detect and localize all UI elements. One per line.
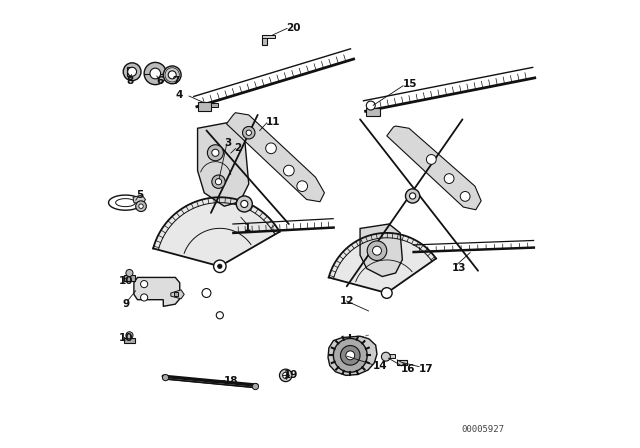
Text: 2: 2 [234,143,242,153]
Circle shape [367,241,387,260]
Circle shape [163,66,181,84]
Circle shape [366,101,375,110]
Circle shape [243,126,255,139]
Circle shape [372,246,381,255]
Text: 11: 11 [266,116,280,127]
Circle shape [126,269,133,276]
Circle shape [141,294,148,301]
Bar [174,292,179,296]
Circle shape [444,174,454,184]
Polygon shape [328,336,377,375]
Text: 18: 18 [224,376,239,386]
Bar [397,360,407,365]
Circle shape [266,143,276,154]
Circle shape [406,189,420,203]
Circle shape [236,196,252,212]
Text: 4: 4 [175,90,182,100]
Circle shape [139,204,143,208]
Circle shape [163,375,168,381]
Circle shape [214,260,226,272]
Circle shape [127,67,136,76]
Circle shape [283,372,289,379]
Text: 17: 17 [419,364,433,374]
Circle shape [168,71,176,79]
Bar [262,35,275,39]
Circle shape [297,181,308,191]
Text: 10: 10 [119,332,133,343]
Polygon shape [124,337,135,343]
Circle shape [280,369,292,382]
Circle shape [216,312,223,319]
Circle shape [381,288,392,298]
Bar [198,102,211,112]
Bar [366,108,380,116]
Text: 13: 13 [451,263,466,273]
Text: 00005927: 00005927 [461,425,504,434]
Polygon shape [387,126,481,210]
Circle shape [218,264,222,268]
Bar [127,67,132,76]
Text: 12: 12 [340,296,355,306]
Circle shape [207,145,223,161]
Circle shape [144,62,166,85]
Text: 19: 19 [284,370,298,380]
Text: 20: 20 [287,23,301,33]
Circle shape [124,63,141,81]
Circle shape [202,289,211,297]
Circle shape [141,280,148,288]
Circle shape [340,345,360,365]
Circle shape [216,179,221,185]
Circle shape [150,68,161,79]
Text: 7: 7 [172,76,180,86]
Text: 3: 3 [224,138,232,148]
Polygon shape [171,290,184,299]
Text: 9: 9 [123,299,130,309]
Polygon shape [153,197,280,266]
Circle shape [246,130,252,135]
Circle shape [136,201,147,211]
Circle shape [333,338,367,372]
Circle shape [410,193,416,199]
Circle shape [381,352,390,361]
Polygon shape [124,275,135,281]
Circle shape [212,149,219,156]
Text: 8: 8 [126,76,134,86]
Circle shape [126,332,133,339]
Text: 14: 14 [372,362,387,371]
Polygon shape [227,113,324,202]
Circle shape [241,200,248,207]
Polygon shape [198,121,249,206]
Polygon shape [329,233,436,293]
Polygon shape [133,195,145,204]
Text: 1: 1 [243,224,251,233]
Polygon shape [360,224,403,276]
Text: 6: 6 [157,76,164,86]
Circle shape [346,351,355,360]
Bar [262,35,268,44]
Bar [211,103,218,108]
Text: 16: 16 [401,364,415,374]
Text: 15: 15 [403,79,417,89]
Polygon shape [163,376,258,388]
Circle shape [212,175,225,188]
Circle shape [252,383,259,390]
Circle shape [426,155,436,164]
Polygon shape [134,277,180,306]
Circle shape [460,191,470,201]
Text: 5: 5 [136,190,143,200]
Text: 10: 10 [119,276,133,286]
Circle shape [284,165,294,176]
Bar [386,354,395,358]
